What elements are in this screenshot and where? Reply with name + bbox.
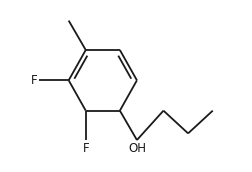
Text: F: F [31,74,37,87]
Text: OH: OH [128,142,145,155]
Text: F: F [82,142,89,155]
